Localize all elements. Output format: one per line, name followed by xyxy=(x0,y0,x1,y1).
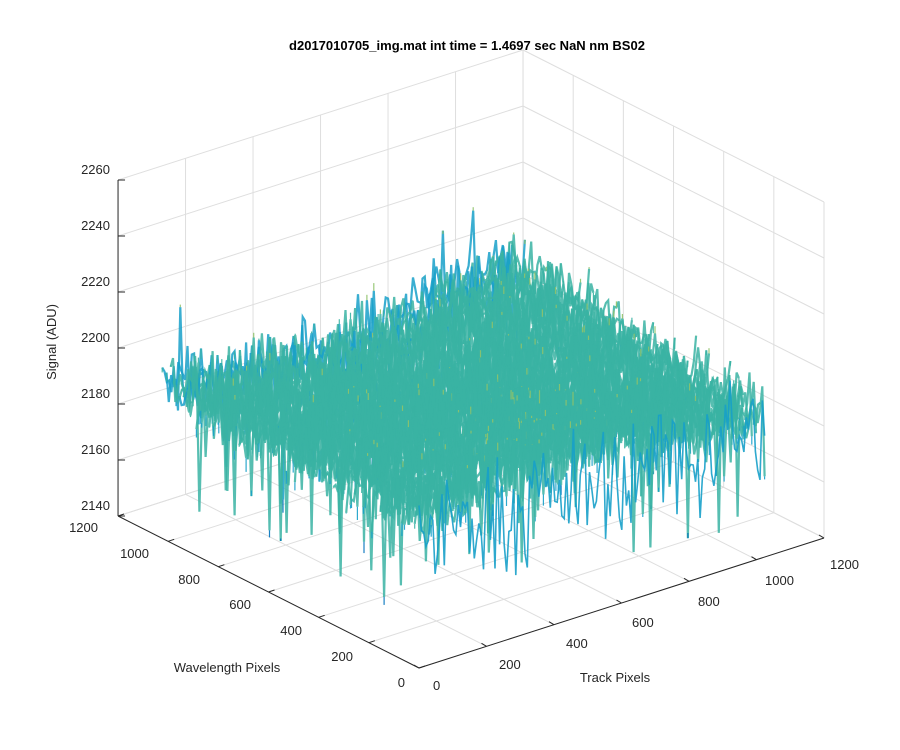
x-tick-mark xyxy=(818,534,825,539)
x-tick-label: 1200 xyxy=(830,557,859,572)
z-tick-label: 2220 xyxy=(81,274,110,289)
x-tick-mark xyxy=(548,621,555,626)
y-tick-label: 400 xyxy=(280,623,302,638)
side-wall-gridline xyxy=(522,49,825,203)
z-tick-label: 2160 xyxy=(81,442,110,457)
back-wall-gridline xyxy=(117,105,524,237)
y-tick-label: 1200 xyxy=(69,520,98,535)
wavelength-axis-ticks: 0 200 400 600 800 1000 1200 xyxy=(69,520,405,690)
chart-title: d2017010705_img.mat int time = 1.4697 se… xyxy=(289,38,645,53)
back-wall-gridline xyxy=(117,49,524,181)
x-tick-label: 400 xyxy=(566,636,588,651)
y-tick-mark xyxy=(268,589,275,593)
x-axis-label: Track Pixels xyxy=(580,670,651,685)
y-tick-mark xyxy=(168,538,175,542)
axis-lines xyxy=(117,179,825,669)
side-wall-gridline xyxy=(522,161,825,315)
y-tick-label: 800 xyxy=(178,572,200,587)
y-tick-mark xyxy=(218,564,225,568)
y-tick-label: 0 xyxy=(398,675,405,690)
z-tick-label: 2140 xyxy=(81,498,110,513)
y-tick-mark xyxy=(418,665,426,669)
x-tick-mark xyxy=(481,642,487,647)
x-tick-mark xyxy=(413,664,420,669)
back-wall-gridline xyxy=(117,217,524,349)
y-tick-mark xyxy=(368,640,375,644)
side-wall-gridline xyxy=(522,217,825,371)
surface-front-edge xyxy=(418,380,766,576)
back-wall-gridline xyxy=(117,161,524,293)
floor-gridline xyxy=(368,512,774,644)
z-axis-ticks: 2140 2160 2180 2200 2220 2240 2260 xyxy=(81,162,110,513)
y-tick-label: 600 xyxy=(229,597,251,612)
z-tick-label: 2240 xyxy=(81,218,110,233)
x-tick-label: 800 xyxy=(698,594,720,609)
x-tick-mark xyxy=(616,599,622,604)
x-tick-mark xyxy=(751,556,757,561)
x-tick-label: 600 xyxy=(632,615,654,630)
side-wall-gridline xyxy=(522,105,825,259)
track-axis-ticks: 0 200 400 600 800 1000 1200 xyxy=(433,557,859,693)
x-tick-mark xyxy=(683,577,690,582)
surface-mesh xyxy=(161,207,766,605)
y-axis-label: Wavelength Pixels xyxy=(174,660,281,675)
x-tick-label: 1000 xyxy=(765,573,794,588)
z-axis-label: Signal (ADU) xyxy=(44,304,59,380)
z-tick-label: 2180 xyxy=(81,386,110,401)
x-tick-label: 200 xyxy=(499,657,521,672)
z-tick-label: 2200 xyxy=(81,330,110,345)
z-tick-label: 2260 xyxy=(81,162,110,177)
y-tick-mark xyxy=(318,614,325,618)
x-tick-label: 0 xyxy=(433,678,440,693)
y-tick-label: 200 xyxy=(331,649,353,664)
y-tick-mark xyxy=(117,513,125,517)
y-tick-label: 1000 xyxy=(120,546,149,561)
